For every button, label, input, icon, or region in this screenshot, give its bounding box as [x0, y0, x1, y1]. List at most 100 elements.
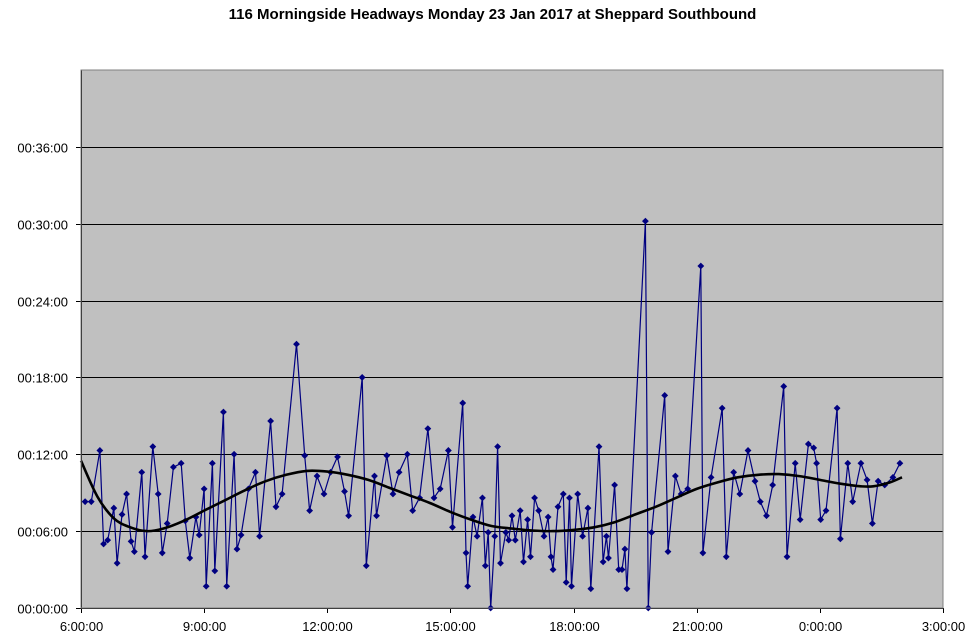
- data-point: [722, 553, 730, 561]
- data-point: [389, 490, 397, 498]
- x-tick-label: 21:00:00: [672, 619, 723, 634]
- data-point: [595, 443, 603, 450]
- data-point: [896, 459, 904, 467]
- data-point: [127, 537, 135, 545]
- data-point: [751, 477, 759, 485]
- data-point: [462, 549, 470, 557]
- y-tick-label: 00:06:00: [17, 525, 68, 540]
- data-point: [163, 520, 171, 527]
- data-point: [559, 490, 567, 498]
- data-point: [362, 562, 370, 570]
- plot-border: [80, 69, 944, 609]
- data-point: [520, 558, 527, 566]
- data-point: [154, 490, 162, 498]
- data-point: [547, 553, 555, 561]
- data-point: [661, 391, 669, 399]
- data-point: [484, 529, 492, 536]
- data-point: [373, 512, 380, 520]
- data-point: [436, 485, 444, 493]
- data-point: [118, 511, 126, 518]
- y-tick-label: 00:24:00: [17, 295, 68, 310]
- data-point: [81, 498, 89, 506]
- data-point: [403, 450, 411, 458]
- data-point: [409, 507, 417, 515]
- data-point: [459, 399, 467, 407]
- data-point: [345, 512, 353, 520]
- x-axis-ticks: 6:00:00 9:00:00 12:00:00 15:00:00 18:00:00 21…: [60, 608, 965, 634]
- data-point: [158, 549, 166, 557]
- data-point: [849, 498, 857, 506]
- y-tick-label: 00:30:00: [17, 218, 68, 233]
- x-tick-label: 0:00:00: [799, 619, 842, 634]
- data-point: [804, 440, 812, 448]
- data-point: [664, 548, 672, 556]
- x-tick-label: 18:00:00: [549, 619, 600, 634]
- data-point: [796, 516, 804, 524]
- x-tick-label: 15:00:00: [425, 619, 476, 634]
- headway-markers: [81, 217, 904, 612]
- data-point: [149, 443, 157, 450]
- data-point: [430, 494, 438, 502]
- data-point: [863, 476, 871, 484]
- data-point: [817, 516, 825, 524]
- data-point: [718, 404, 726, 412]
- data-point: [516, 507, 524, 515]
- data-point: [868, 520, 876, 527]
- data-point: [395, 468, 403, 476]
- data-point: [574, 490, 582, 498]
- data-point: [736, 490, 744, 498]
- data-point: [334, 453, 341, 461]
- gridlines: [81, 147, 943, 532]
- data-point: [699, 549, 707, 557]
- data-point: [449, 523, 456, 531]
- data-point: [544, 513, 552, 521]
- data-point: [599, 558, 607, 566]
- data-point: [844, 459, 852, 467]
- data-point: [497, 559, 504, 567]
- data-point: [481, 562, 489, 570]
- data-point: [611, 481, 619, 489]
- data-point: [783, 553, 791, 561]
- data-point: [810, 444, 818, 452]
- data-point: [233, 545, 241, 553]
- data-point: [341, 488, 348, 495]
- data-point: [780, 382, 788, 390]
- data-point: [623, 585, 631, 593]
- data-point: [618, 566, 626, 573]
- data-point: [371, 472, 378, 480]
- data-point: [123, 490, 130, 498]
- data-point: [505, 536, 513, 544]
- data-point: [87, 498, 95, 506]
- data-point: [621, 545, 629, 553]
- x-tick-label: 9:00:00: [183, 619, 226, 634]
- data-point: [642, 217, 649, 225]
- data-point: [96, 447, 104, 454]
- data-point: [763, 512, 770, 520]
- data-point: [491, 532, 499, 540]
- data-point: [208, 459, 216, 467]
- data-point: [464, 582, 472, 590]
- x-tick-label: 3:00:00: [922, 619, 965, 634]
- data-point: [113, 559, 121, 567]
- data-point: [278, 490, 286, 498]
- data-point: [535, 507, 543, 515]
- data-point: [584, 504, 592, 512]
- data-point: [579, 532, 587, 540]
- data-point: [707, 473, 715, 481]
- data-point: [671, 472, 679, 480]
- data-point: [444, 447, 452, 454]
- data-point: [791, 459, 799, 467]
- x-tick-label: 12:00:00: [302, 619, 353, 634]
- data-point: [301, 452, 309, 459]
- data-point: [211, 567, 219, 575]
- data-point: [833, 404, 841, 412]
- data-point: [857, 459, 865, 467]
- data-point: [383, 452, 391, 459]
- data-point: [756, 498, 764, 506]
- data-point: [527, 553, 534, 561]
- data-point: [479, 494, 486, 502]
- trendline-path: [79, 460, 903, 533]
- data-point: [502, 529, 510, 536]
- data-point: [744, 447, 752, 454]
